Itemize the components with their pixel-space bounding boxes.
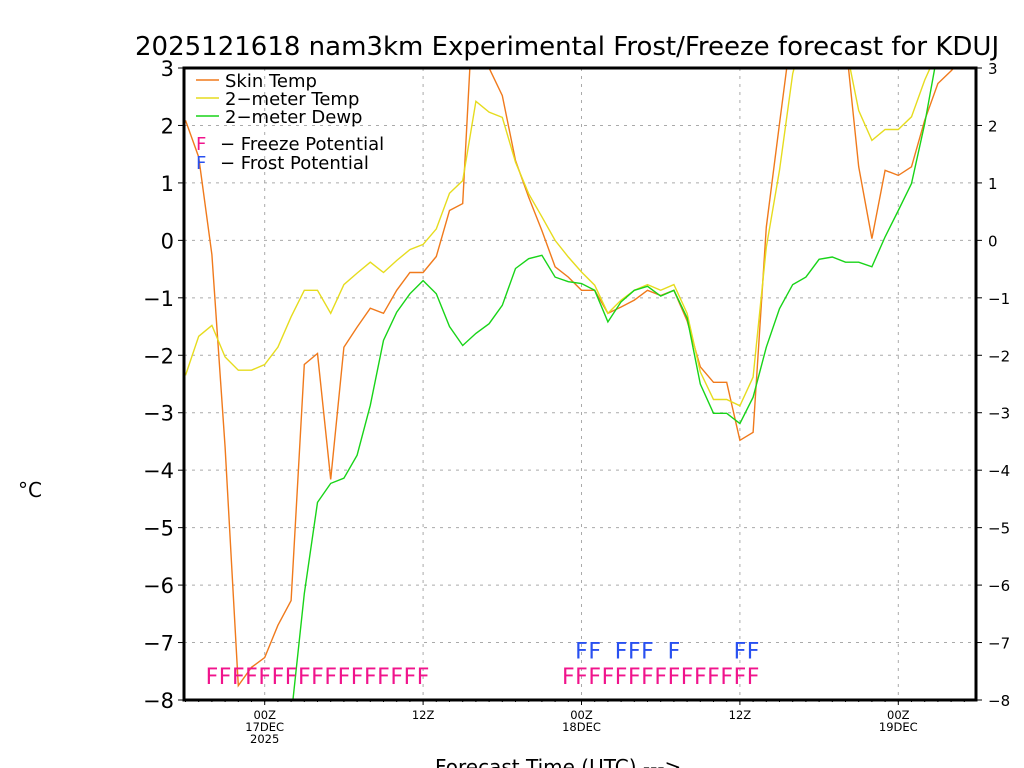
freeze-potential-marker: F [245,665,258,690]
freeze-potential-marker: F [258,665,271,690]
freeze-potential-marker: F [694,665,707,690]
freeze-potential-marker: F [351,665,364,690]
y-tick-label: 0 [161,229,174,253]
freeze-potential-marker: F [602,665,615,690]
chart-title: 2025121618 nam3km Experimental Frost/Fre… [135,32,999,62]
freeze-potential-marker: F [219,665,232,690]
x-axis-label: Forecast Time (UTC) ---> [435,755,681,768]
axes: 3 3 2 2 1 1 0 0 −1 −1 −2 −2 −3 −3 −4 −4 −5 −5 −6 −6 −7 −7 −8 −8… [143,57,1010,746]
x-tick-label: 00Z [570,708,593,722]
freeze-potential-marker: F [232,665,245,690]
legend-symbol: F [196,134,206,155]
freeze-potential-marker: F [285,665,298,690]
y-tick-label-right: −2 [988,347,1010,365]
freeze-potential-marker: F [377,665,390,690]
y-tick-label: 1 [161,172,174,196]
frost-potential-marker: F [747,639,760,664]
legend-label: − Frost Potential [220,153,369,174]
y-tick-label: −7 [143,632,174,656]
freeze-potential-marker: F [588,665,601,690]
x-tick-label: 00Z [887,708,910,722]
y-tick-label: −5 [143,517,174,541]
x-tick-label: 12Z [729,708,752,722]
freeze-potential-marker: F [628,665,641,690]
freeze-potential-marker: F [562,665,575,690]
freeze-potential-marker: F [720,665,733,690]
legend-label: 2−meter Dewp [225,107,362,128]
y-tick-label: −4 [143,459,174,483]
freeze-potential-marker: F [404,665,417,690]
series-line-2-meter-temp [184,68,931,407]
y-tick-label: −2 [143,344,174,368]
freeze-potential-marker: F [311,665,324,690]
freeze-potential-marker: F [417,665,430,690]
y-tick-label-right: −1 [988,290,1010,308]
x-tick-label: 18DEC [562,720,601,734]
y-tick-label-right: −6 [988,577,1010,595]
y-tick-label: −1 [143,287,174,311]
series-lines [184,68,955,700]
y-tick-label-right: 1 [988,175,998,193]
x-tick-label: 2025 [250,732,279,746]
y-tick-label-right: −3 [988,405,1010,423]
freeze-potential-marker: F [668,665,681,690]
freeze-potential-marker: F [324,665,337,690]
frost-potential-marker: F [668,639,681,664]
y-tick-label-right: 0 [988,232,998,250]
freeze-potential-marker: F [206,665,219,690]
legend-label: − Freeze Potential [220,134,384,155]
freeze-potential-marker: F [338,665,351,690]
freeze-potential-marker: F [747,665,760,690]
frost-potential-marker: F [734,639,747,664]
y-axis-label: °C [18,478,42,502]
freeze-potential-marker: F [298,665,311,690]
y-tick-label-right: 2 [988,117,998,135]
freeze-potential-marker: F [615,665,628,690]
legend-label: 2−meter Temp [225,89,359,110]
grid [184,68,976,700]
y-tick-label-right: −8 [988,692,1010,710]
y-tick-label-right: −4 [988,462,1010,480]
plot-frame [182,66,978,702]
y-tick-label: −8 [143,689,174,713]
x-tick-label: 17DEC [245,720,284,734]
x-tick-label: 19DEC [879,720,918,734]
freeze-potential-marker: F [707,665,720,690]
legend-label: Skin Temp [225,71,317,92]
freeze-potential-marker: F [654,665,667,690]
freeze-potential-marker: F [641,665,654,690]
x-tick-label: 12Z [412,708,435,722]
y-tick-label-right: 3 [988,60,998,78]
series-line-skin-temp [184,68,955,688]
y-tick-label-right: −5 [988,520,1010,538]
frost-potential-marker: F [588,639,601,664]
series-line-2-meter-dewp [292,68,936,700]
y-tick-label-right: −7 [988,635,1010,653]
frost-potential-marker: F [575,639,588,664]
frost-potential-marker: F [628,639,641,664]
freeze-potential-marker: F [734,665,747,690]
frost-potential-marker: F [641,639,654,664]
y-tick-label: 3 [161,57,174,81]
freeze-potential-marker: F [681,665,694,690]
y-tick-label: −3 [143,402,174,426]
freeze-potential-marker: F [390,665,403,690]
freeze-potential-marker: F [575,665,588,690]
potential-markers: F F F F F F F F F F F F F F F F F F F F F F F F F F F F F F F FF F F F F F F F [206,639,760,690]
freeze-potential-marker: F [364,665,377,690]
legend-symbol: F [196,153,206,174]
y-tick-label: 2 [161,114,174,138]
frost-potential-marker: F [615,639,628,664]
y-tick-label: −6 [143,574,174,598]
freeze-potential-marker: F [272,665,285,690]
x-tick-label: 00Z [253,708,276,722]
